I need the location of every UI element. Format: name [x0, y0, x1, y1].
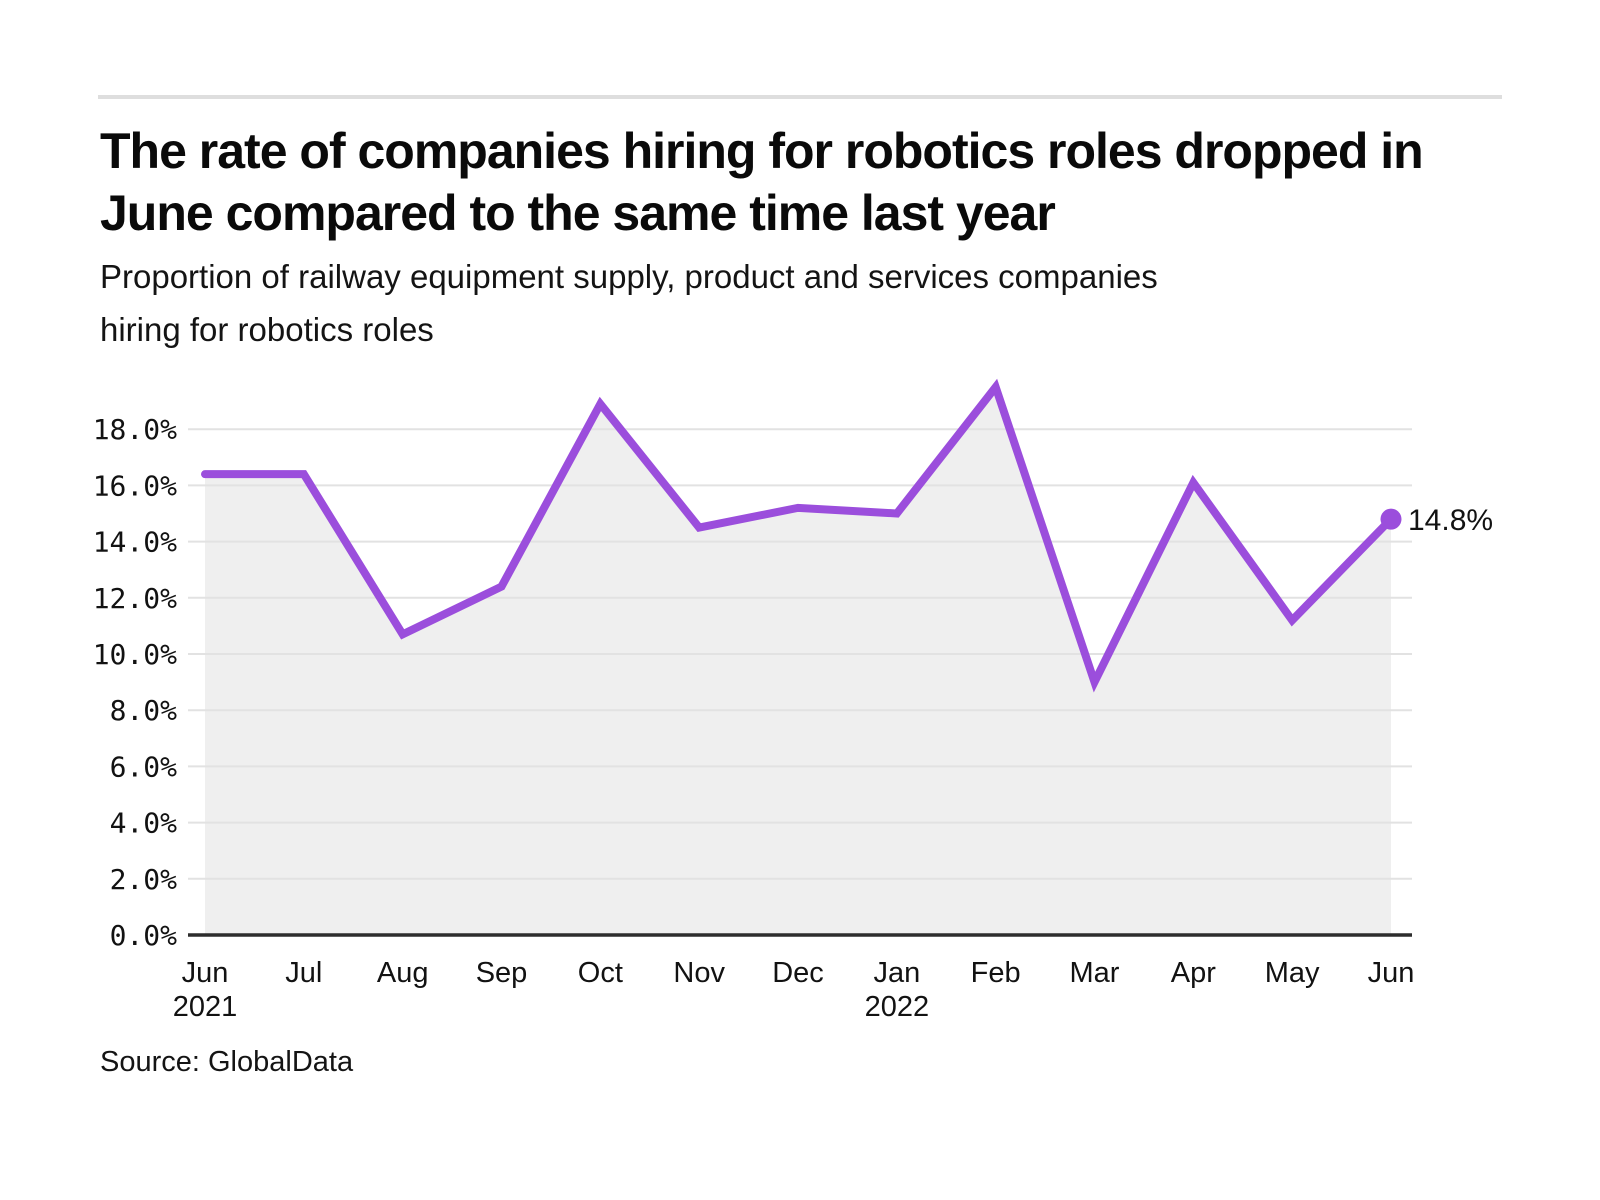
chart-title: The rate of companies hiring for robotic…	[100, 120, 1424, 244]
y-tick-label-12.0%: 12.0%	[93, 582, 177, 615]
y-tick-label-8.0%: 8.0%	[110, 694, 178, 727]
y-tick-label-14.0%: 14.0%	[93, 526, 177, 559]
x-tick-label-5-Nov: Nov	[673, 957, 725, 989]
x-year-label-2022: 2022	[865, 991, 930, 1023]
x-tick-label-2-Aug: Aug	[377, 957, 429, 989]
x-tick-label-4-Oct: Oct	[578, 957, 623, 989]
chart-title-line-1: The rate of companies hiring for robotic…	[100, 123, 1424, 179]
top-divider	[98, 95, 1502, 99]
x-tick-label-3-Sep: Sep	[476, 957, 528, 989]
y-tick-label-10.0%: 10.0%	[93, 638, 177, 671]
x-tick-label-8-Feb: Feb	[971, 957, 1021, 989]
end-value-label: 14.8%	[1408, 504, 1493, 537]
chart-subtitle: Proportion of railway equipment supply, …	[100, 250, 1158, 356]
source-credit: Source: GlobalData	[100, 1046, 354, 1078]
x-year-label-2021: 2021	[173, 991, 238, 1023]
y-tick-label-16.0%: 16.0%	[93, 469, 177, 502]
data-line	[201, 378, 1395, 693]
y-tick-label-4.0%: 4.0%	[110, 807, 178, 840]
x-tick-label-0-Jun: Jun	[182, 957, 229, 989]
chart-subtitle-line-1: Proportion of railway equipment supply, …	[100, 258, 1158, 295]
x-tick-label-11-May: May	[1265, 957, 1320, 989]
y-tick-label-18.0%: 18.0%	[93, 413, 177, 446]
x-tick-label-10-Apr: Apr	[1171, 957, 1216, 989]
x-tick-label-1-Jul: Jul	[285, 957, 322, 989]
x-tick-label-7-Jan: Jan	[873, 957, 920, 989]
x-tick-label-9-Mar: Mar	[1070, 957, 1120, 989]
chart-subtitle-line-2: hiring for robotics roles	[100, 311, 434, 348]
x-tick-label-6-Dec: Dec	[772, 957, 824, 989]
y-tick-label-0.0%: 0.0%	[110, 919, 178, 952]
end-point-marker	[1380, 508, 1402, 530]
y-tick-label-6.0%: 6.0%	[110, 750, 178, 783]
chart-title-line-2: June compared to the same time last year	[100, 185, 1056, 241]
y-tick-label-2.0%: 2.0%	[110, 863, 178, 896]
area-fill	[205, 387, 1391, 935]
x-tick-label-12-Jun: Jun	[1368, 957, 1415, 989]
